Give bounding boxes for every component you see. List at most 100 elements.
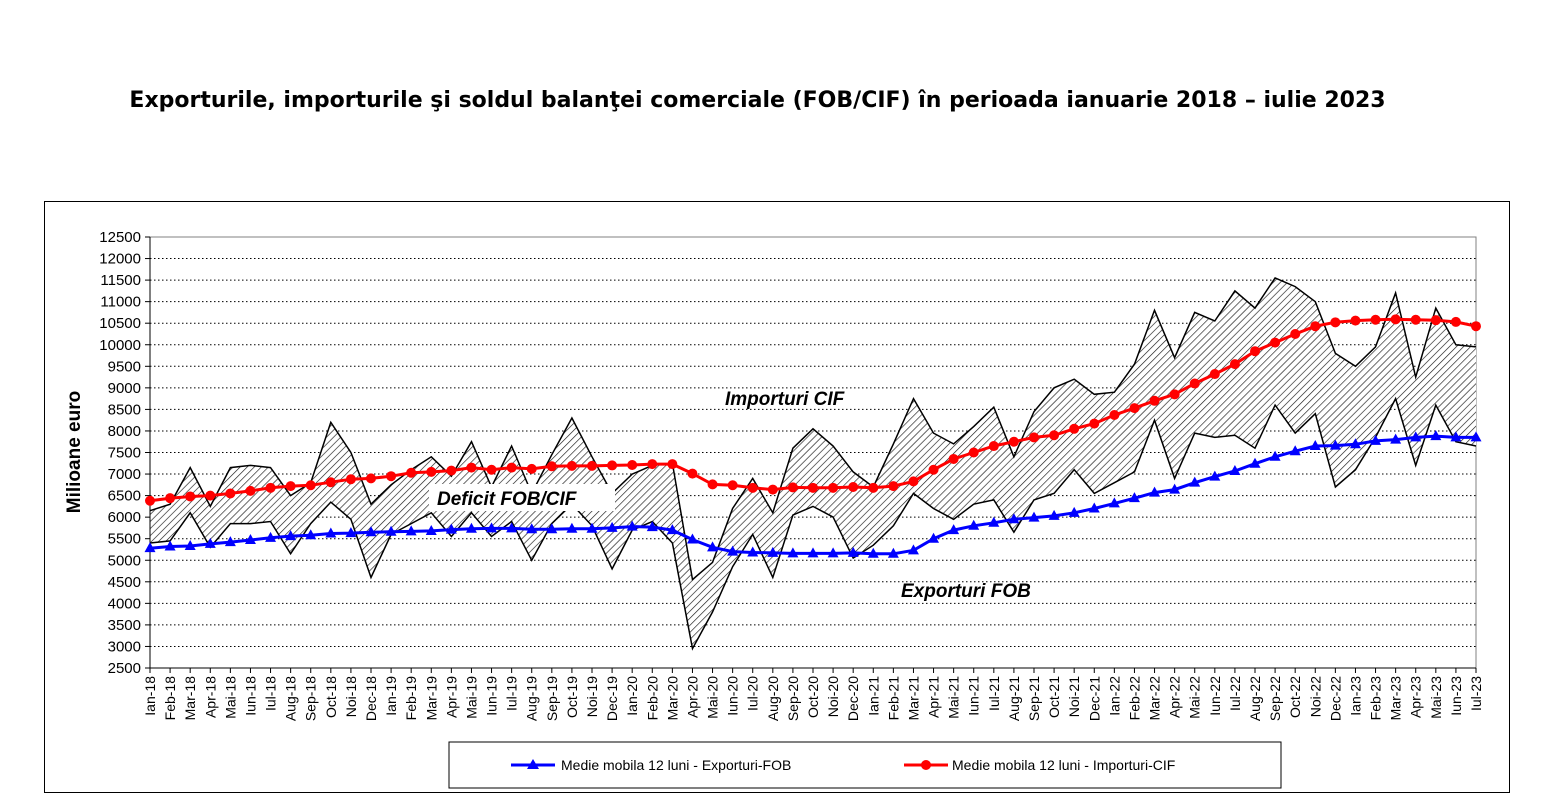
x-tick-label: Apr-22 [1167,676,1183,718]
x-tick-label: Dec-19 [604,676,620,721]
exports-ma-point [1008,513,1020,524]
x-tick-label: Sep-18 [303,676,319,721]
imports-ma-point [627,459,638,470]
imports-ma-point [1471,321,1481,332]
exports-ma-point [1028,511,1040,522]
imports-ma-point [747,482,758,493]
imports-ma-point [165,493,176,504]
y-tick-label: 2500 [108,660,141,677]
exports-ma-point [365,526,377,537]
exports-ma-point [948,524,960,535]
y-tick-label: 4500 [108,574,141,591]
exports-ma-point [1229,465,1241,476]
legend-box [448,741,1282,789]
exports-ma-point [506,522,518,533]
x-tick-label: Oct-19 [564,676,580,718]
imports-ma-point [587,460,597,471]
x-tick-label: Ian-19 [383,676,399,716]
imports-ma-point [1229,359,1240,370]
raw-lines [149,276,1477,651]
x-tick-label: Sep-19 [544,676,560,721]
x-tick-label: Aug-19 [524,676,540,721]
x-tick-label: Iul-19 [504,676,520,711]
exports-ma-point [847,546,859,557]
imports-ma-point [988,441,999,452]
exports-ma-point [1329,439,1341,450]
y-tick-label: 10000 [99,337,141,354]
exports-ma-point [867,547,879,558]
imports-ma-point [868,482,879,493]
exports-ma-point [686,533,698,544]
imports-ma-point [1129,403,1140,414]
exports-ma-point [1048,509,1060,520]
imports-ma-point [667,459,678,470]
imports-ma-point [1209,369,1220,380]
imports-ma-point [727,480,738,491]
x-tick-label: Apr-18 [202,676,218,718]
x-tick-label: Dec-18 [363,676,379,721]
x-tick-label: Iun-23 [1448,676,1464,716]
x-tick-label: Iul-20 [745,676,761,711]
deficit-hatch-area [150,277,1476,649]
exports-ma-point [285,530,297,541]
exports-ma-point [566,522,578,533]
exports-ma-point [646,521,658,532]
y-tick-label: 12000 [99,251,141,268]
exports-ma-point [1068,506,1080,517]
imports-ma-point [707,479,718,490]
x-tick-label: Mar-23 [1388,676,1404,721]
exports-ma-point [1470,431,1482,442]
x-tick-label: Iul-23 [1468,676,1484,711]
exports-ma-point [184,540,196,551]
exports-ma-point [1128,492,1140,503]
imports-ma-point [808,482,818,493]
imports-ma-point [888,481,899,492]
exports-ma-point [586,522,598,533]
x-tick-label: Mai-18 [222,676,238,719]
exports-ma-point [224,536,236,547]
y-tick-label: 12500 [99,229,141,246]
legend-imports-marker [921,760,931,770]
imports-ma-point [767,484,778,495]
x-tick-label: Mar-22 [1147,676,1163,721]
y-tick-label: 5500 [108,531,141,548]
imports-ma-point [1169,389,1180,400]
imports-ma-point [285,481,296,492]
x-tick-label: Feb-19 [403,676,419,721]
exports-ma-point [787,547,799,558]
exports-ma-point [606,521,618,532]
imports-ma-point [1350,315,1361,326]
x-tick-label: Apr-21 [926,676,942,718]
axes: 2500 3000 3500 4000 4500 5000 5500 6000 6500 7000… [99,229,1484,721]
exports-ma-point [727,545,739,556]
x-tick-label: Dec-22 [1327,676,1343,721]
exports-ma-point [988,516,1000,527]
x-tick-label: Ian-18 [142,676,158,716]
y-tick-label: 6500 [108,488,141,505]
deficit-band [150,277,1476,649]
x-tick-label: Sep-20 [785,676,801,721]
x-tick-label: Iun-20 [725,676,741,716]
x-tick-label: Apr-19 [443,676,459,718]
exports-ma-point [968,519,980,530]
page-title: Exporturile, importurile şi soldul balan… [129,88,1386,113]
imports-ma-point [1450,316,1461,327]
exports-ma-point [265,531,277,542]
y-axis-label: Milioane euro [64,391,85,513]
exports-ma-point [1209,470,1221,481]
monthly-exports-line [149,396,1477,651]
imports-ma-point [386,471,397,482]
exports-ma-point [204,537,216,548]
annotation-imports: Importuri CIF [725,389,846,410]
imports-ma-point [948,453,959,464]
imports-ma-point [225,488,236,499]
legend-imports-label: Medie mobila 12 luni - Importuri-CIF [952,757,1175,773]
imports-ma-point [1069,423,1080,434]
legend: Medie mobila 12 luni - Exporturi-FOB Med… [448,741,1282,789]
exports-ma-point [887,547,899,558]
chart-svg: 2500 3000 3500 4000 4500 5000 5500 6000 6500 7000… [64,229,1484,789]
exports-ma-point [405,525,417,536]
exports-ma-point [546,523,558,534]
annotation-deficit: Deficit FOB/CIF [437,489,578,510]
imports-ma-point [1370,314,1381,325]
